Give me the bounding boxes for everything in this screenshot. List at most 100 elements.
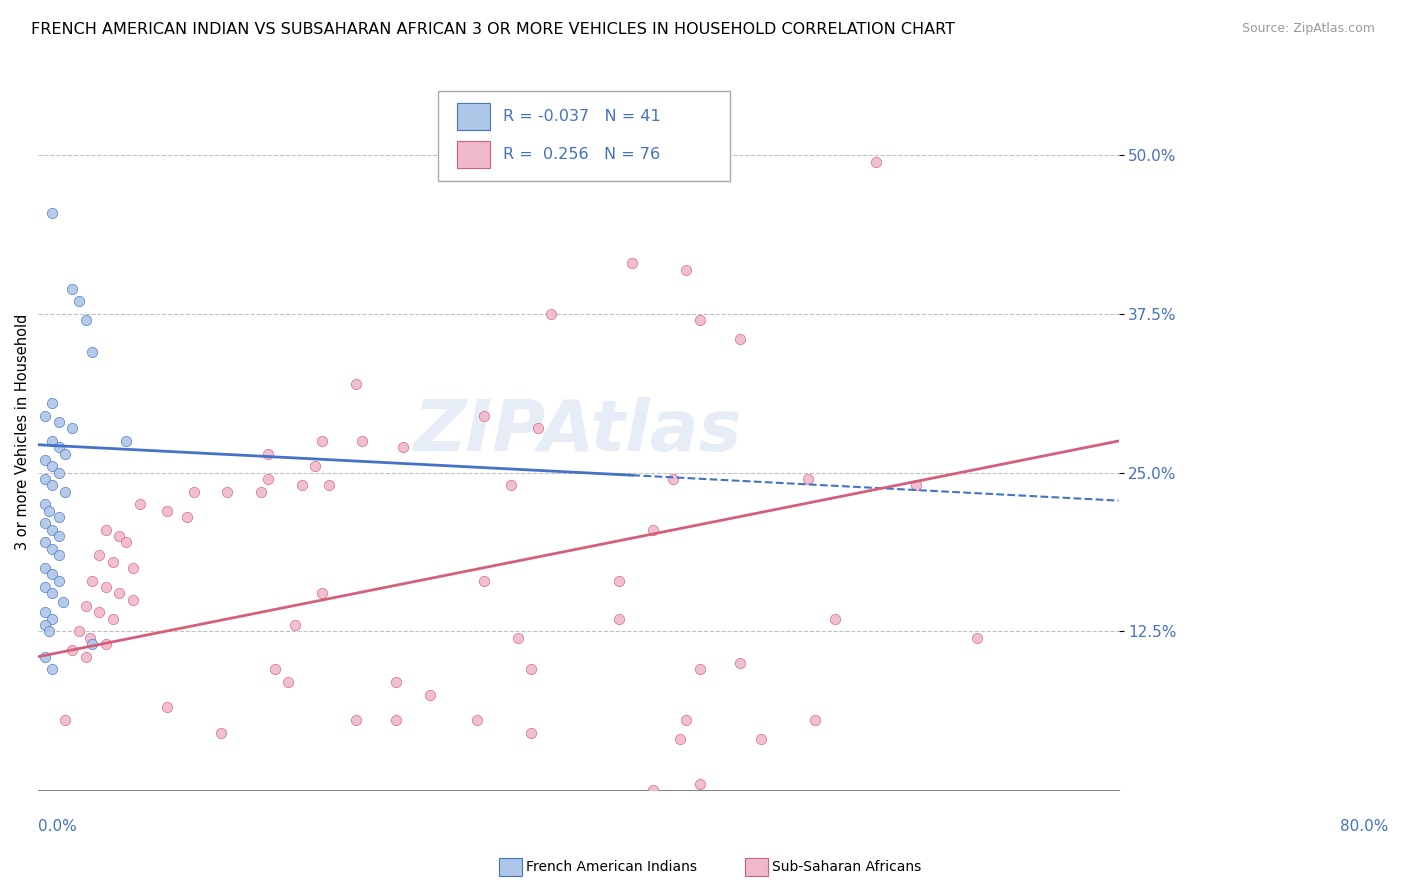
Point [82,345,104,359]
Point [41,567,63,582]
Point [94,523,117,537]
Point [824,612,846,626]
Point [797,472,820,486]
Point [472,574,495,588]
Point [689,662,711,676]
Point [53,447,76,461]
Point [966,631,988,645]
Point [48,510,70,524]
Point [156,504,179,518]
Point [730,656,752,670]
Point [344,713,367,727]
Point [183,484,205,499]
Point [60,421,83,435]
Point [499,478,522,492]
Text: FRENCH AMERICAN INDIAN VS SUBSAHARAN AFRICAN 3 OR MORE VEHICLES IN HOUSEHOLD COR: FRENCH AMERICAN INDIAN VS SUBSAHARAN AFR… [31,22,955,37]
Point [662,472,685,486]
Point [48,415,70,429]
Point [749,732,772,747]
Point [34,618,56,632]
Point [344,376,367,391]
Point [34,472,56,486]
Point [82,637,104,651]
Point [41,459,63,474]
Point [75,313,97,327]
Point [79,631,101,645]
Point [48,548,70,562]
Point [52,595,75,609]
Point [87,548,110,562]
Point [675,713,697,727]
Point [41,396,63,410]
Text: French American Indians: French American Indians [526,860,697,874]
Point [108,586,131,600]
Point [48,529,70,543]
Point [257,447,280,461]
Point [465,713,488,727]
Point [115,434,138,448]
Bar [457,103,489,130]
Point [48,466,70,480]
Point [304,459,326,474]
Point [60,282,83,296]
Point [506,631,529,645]
Point [48,440,70,454]
Point [257,472,280,486]
Point [34,516,56,531]
Y-axis label: 3 or more Vehicles in Household: 3 or more Vehicles in Household [15,313,30,549]
Point [176,510,198,524]
Point [730,333,752,347]
Point [621,256,644,270]
Point [392,440,415,454]
Point [540,307,562,321]
Point [121,561,143,575]
Point [385,675,408,690]
Point [284,618,307,632]
Point [607,612,630,626]
Point [250,484,273,499]
Point [38,504,60,518]
Point [527,421,550,435]
Point [34,409,56,423]
Text: Source: ZipAtlas.com: Source: ZipAtlas.com [1241,22,1375,36]
Point [352,434,374,448]
Text: 0.0%: 0.0% [38,819,77,834]
Point [668,732,690,747]
FancyBboxPatch shape [439,91,730,180]
Point [75,599,97,613]
Point [607,574,630,588]
Point [803,713,825,727]
Point [67,294,90,309]
Point [34,497,56,511]
Point [689,313,711,327]
Point [41,586,63,600]
Point [128,497,150,511]
Point [34,605,56,619]
Point [675,262,697,277]
Point [865,154,887,169]
Point [217,484,239,499]
Point [41,205,63,219]
Point [94,637,117,651]
Point [156,700,179,714]
Text: Sub-Saharan Africans: Sub-Saharan Africans [772,860,921,874]
Point [48,574,70,588]
Text: R =  0.256   N = 76: R = 0.256 N = 76 [503,147,659,162]
Point [472,409,495,423]
Point [53,484,76,499]
Point [38,624,60,639]
Point [41,662,63,676]
Point [34,649,56,664]
Point [291,478,314,492]
Point [318,478,340,492]
Point [905,478,928,492]
Point [34,453,56,467]
Point [60,643,83,657]
Point [53,713,76,727]
Point [34,580,56,594]
Point [263,662,285,676]
Point [101,612,124,626]
Point [641,523,664,537]
Point [75,649,97,664]
Point [385,713,408,727]
